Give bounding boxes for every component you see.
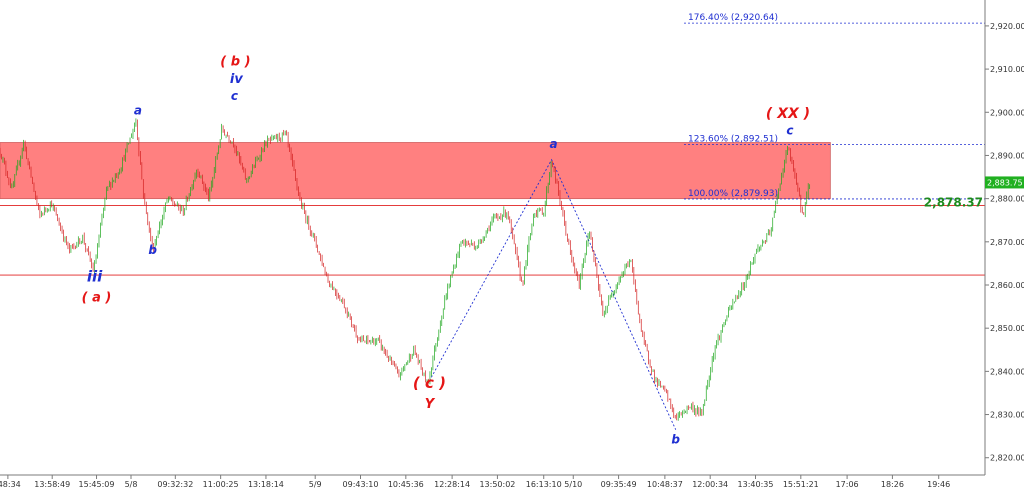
y-tick-label-9: 2,910.00 [990, 65, 1024, 74]
x-tick-label-11: 13:50:02 [479, 480, 515, 489]
last-price-label: 2,883.75 [987, 178, 1023, 187]
wave-label-8: Y [425, 397, 436, 412]
y-tick-label-6: 2,880.00 [990, 195, 1024, 204]
x-tick-label-20: 18:26 [881, 480, 904, 489]
x-tick-label-4: 09:32:32 [157, 480, 193, 489]
wave-label-11: ( XX ) [766, 106, 810, 122]
y-tick-label-7: 2,890.00 [990, 151, 1024, 160]
x-tick-label-6: 13:18:14 [248, 480, 284, 489]
x-tick-label-17: 13:40:35 [738, 480, 774, 489]
fib-level-label-0: 176.40% (2,920.64) [688, 13, 778, 23]
wave-label-4: ( b ) [220, 55, 250, 70]
wave-label-9: a [550, 137, 558, 151]
wave-label-5: iv [230, 72, 243, 87]
x-axis: :48:34 13:58:49 15:45:09 5/8 09:32:32 11:00:2… [0, 474, 985, 489]
wave-labels-layer: a b iii ( a ) ( b ) iv c ( c ) Ya b ( XX ) c [82, 55, 810, 447]
y-tick-label-0: 2,820.00 [990, 454, 1024, 463]
wave-label-1: b [148, 243, 157, 257]
wave-label-6: c [231, 89, 238, 103]
x-tick-label-13: 5/10 [564, 480, 582, 489]
fib-level-label-1: 123.60% (2,892.51) [688, 135, 778, 145]
x-tick-label-3: 5/8 [125, 480, 138, 489]
x-tick-label-1: 13:58:49 [34, 480, 70, 489]
y-tick-label-5: 2,870.00 [990, 238, 1024, 247]
wave-label-0: a [134, 103, 142, 117]
x-tick-label-18: 15:51:21 [783, 480, 819, 489]
y-tick-label-3: 2,850.00 [990, 324, 1024, 333]
x-tick-label-0: :48:34 [0, 480, 21, 489]
x-tick-label-15: 10:48:37 [647, 480, 683, 489]
resistance-zone-layer [0, 142, 831, 200]
y-tick-label-1: 2,830.00 [990, 411, 1024, 420]
last-price-box [985, 176, 1024, 189]
y-tick-label-10: 2,920.00 [990, 22, 1024, 31]
fib-levels-layer: 176.40% (2,920.64) 123.60% (2,892.51) 100.… [684, 13, 985, 200]
y-tick-label-8: 2,900.00 [990, 108, 1024, 117]
wave-label-12: c [786, 124, 793, 138]
x-tick-label-16: 12:00:34 [692, 480, 728, 489]
x-tick-label-9: 10:45:36 [388, 480, 424, 489]
wave-label-2: iii [87, 268, 103, 286]
x-tick-label-2: 15:45:09 [79, 480, 115, 489]
candles-layer [0, 118, 811, 421]
x-tick-label-14: 09:35:49 [601, 480, 637, 489]
resistance-zone [0, 142, 831, 200]
x-tick-label-19: 17:06 [836, 480, 859, 489]
wave-path-layer [427, 158, 677, 430]
y-axis: 2,820.00 2,830.00 2,840.00 2,850.00 2,860.00… [984, 0, 1024, 475]
x-tick-label-8: 09:43:10 [343, 480, 379, 489]
x-tick-label-5: 11:00:25 [203, 480, 239, 489]
x-tick-label-7: 5/9 [309, 480, 322, 489]
current-price-label: 2,878.37 [924, 196, 983, 210]
wave-label-10: b [671, 432, 680, 446]
fib-level-label-2: 100.00% (2,879.93) [688, 189, 778, 199]
y-tick-label-2: 2,840.00 [990, 367, 1024, 376]
horizontal-lines-layer [0, 205, 985, 276]
x-tick-label-10: 12:28:14 [434, 480, 470, 489]
x-tick-label-12: 16:13:10 [526, 480, 562, 489]
y-tick-label-4: 2,860.00 [990, 281, 1024, 290]
x-tick-label-21: 19:46 [927, 480, 950, 489]
wave-label-7: ( c ) [413, 374, 446, 392]
price-markers-layer: 2,883.75 2,878.37 [924, 176, 1024, 210]
wave-label-3: ( a ) [82, 290, 112, 305]
wave-path [427, 158, 677, 430]
